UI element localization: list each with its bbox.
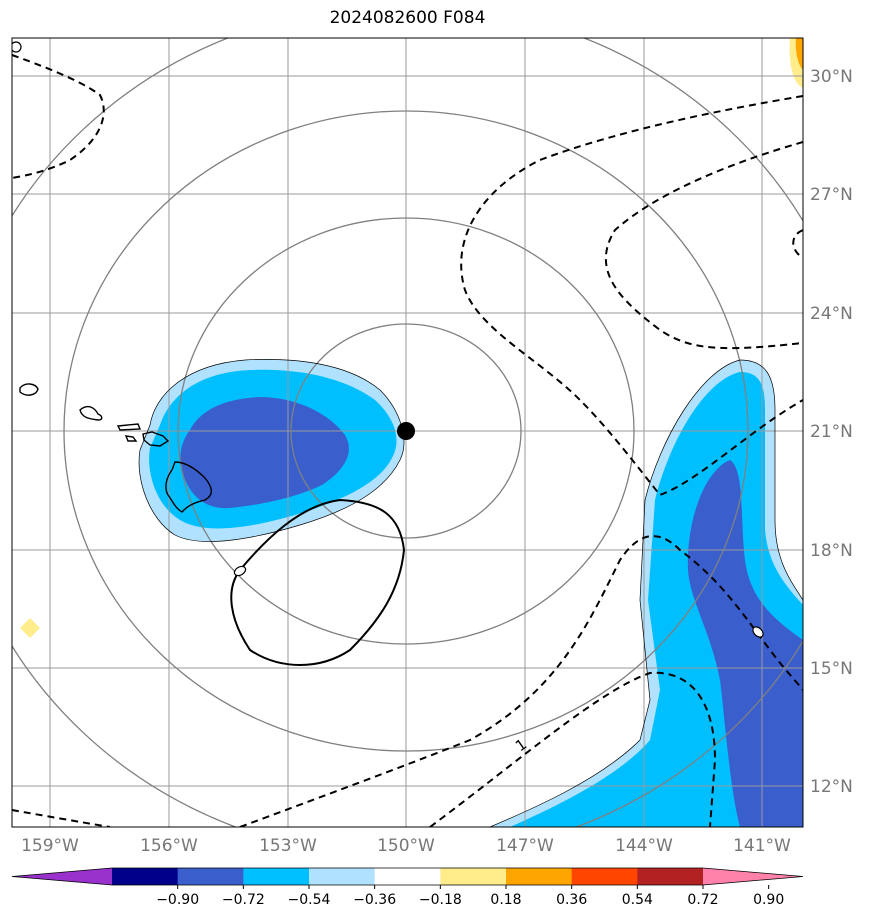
range-rings xyxy=(12,38,803,827)
colorbar-segment xyxy=(374,868,441,885)
lon-label: 156°W xyxy=(140,836,198,856)
lon-label: 147°W xyxy=(496,836,554,856)
colorbar-segment xyxy=(637,868,704,885)
colorbar-extend-high xyxy=(703,868,803,885)
lat-label: 18°N xyxy=(810,541,853,561)
colorbar-label: −0.72 xyxy=(222,892,265,908)
colorbar-label: 0.90 xyxy=(753,892,784,908)
dashed-contours xyxy=(12,54,803,827)
colorbar: −0.90 −0.72 −0.54 −0.36 −0.18 0.18 0.36 0.54 0.7… xyxy=(11,867,804,908)
storm-center-marker xyxy=(397,422,415,440)
outline-contours xyxy=(138,359,803,827)
colorbar-label: −0.90 xyxy=(156,892,199,908)
map-area: 1 xyxy=(12,38,803,827)
hawaii-coastline xyxy=(19,383,213,513)
colorbar-extend-low xyxy=(12,868,112,885)
colorbar-label: 0.72 xyxy=(687,892,718,908)
lon-label: 153°W xyxy=(259,836,317,856)
colorbar-label: 0.36 xyxy=(556,892,587,908)
colorbar-label: −0.54 xyxy=(288,892,331,908)
colorbar-segment xyxy=(440,868,507,885)
colorbar-label: −0.36 xyxy=(353,892,396,908)
lat-label: 12°N xyxy=(810,777,853,797)
colorbar-label: −0.18 xyxy=(419,892,462,908)
colorbar-outline xyxy=(11,867,804,886)
lat-label: 15°N xyxy=(810,659,853,679)
lon-label: 159°W xyxy=(21,836,79,856)
lat-label: 21°N xyxy=(810,422,853,442)
map-frame xyxy=(11,37,804,828)
colorbar-segment xyxy=(571,868,638,885)
colorbar-segment xyxy=(112,868,179,885)
colorbar-segment xyxy=(177,868,244,885)
positive-patch-west xyxy=(20,618,40,638)
lon-label: 144°W xyxy=(615,836,673,856)
anomaly-region-east xyxy=(490,360,803,827)
lon-label: 150°W xyxy=(377,836,435,856)
solid-contours xyxy=(230,498,406,666)
lon-label: 141°W xyxy=(733,836,791,856)
colorbar-segment xyxy=(309,868,376,885)
lat-label: 24°N xyxy=(810,304,853,324)
colorbar-label: 0.54 xyxy=(622,892,653,908)
colorbar-segment xyxy=(506,868,573,885)
latitude-labels: 12°N 15°N 18°N 21°N 24°N 27°N 30°N xyxy=(810,67,853,797)
map-title: 2024082600 F084 xyxy=(329,8,486,28)
anomaly-region-west xyxy=(139,359,404,542)
lat-label: 30°N xyxy=(810,67,853,87)
longitude-labels: 159°W 156°W 153°W 150°W 147°W 144°W 141°… xyxy=(21,836,791,856)
colorbar-segment xyxy=(243,868,310,885)
colorbar-label: 0.18 xyxy=(490,892,521,908)
lat-label: 27°N xyxy=(810,185,853,205)
